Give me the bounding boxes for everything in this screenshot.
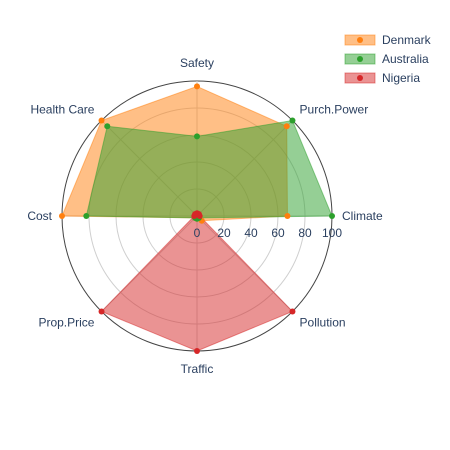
data-point-denmark[interactable] (284, 213, 290, 219)
axis-label: Climate (342, 209, 383, 223)
data-point-nigeria[interactable] (99, 308, 105, 314)
legend-item-nigeria[interactable]: Nigeria (345, 71, 420, 85)
legend-label: Australia (382, 52, 429, 66)
data-point-australia[interactable] (83, 213, 89, 219)
data-point-nigeria[interactable] (289, 308, 295, 314)
radial-tick-label: 20 (217, 226, 231, 240)
legend-label: Nigeria (382, 71, 420, 85)
data-point-nigeria[interactable] (194, 348, 200, 354)
series-area-australia[interactable] (86, 121, 332, 219)
axis-label: Safety (180, 56, 214, 70)
axis-label: Health Care (30, 102, 94, 116)
data-point-denmark[interactable] (99, 118, 105, 124)
legend[interactable]: Denmark Australia Nigeria (345, 33, 432, 85)
axis-label: Prop.Price (38, 316, 94, 330)
axis-label: Cost (27, 209, 52, 223)
radial-tick-label: 80 (298, 226, 312, 240)
data-point-denmark[interactable] (59, 213, 65, 219)
data-point-denmark[interactable] (284, 123, 290, 129)
data-point-australia[interactable] (194, 133, 200, 139)
axis-label: Pollution (300, 316, 346, 330)
data-point-australia[interactable] (104, 123, 110, 129)
legend-item-denmark[interactable]: Denmark (345, 33, 432, 47)
radial-tick-label: 60 (271, 226, 285, 240)
legend-item-australia[interactable]: Australia (345, 52, 429, 66)
radial-tick-label: 0 (194, 226, 201, 240)
axis-label: Purch.Power (300, 102, 369, 116)
legend-marker (357, 37, 363, 43)
axis-label: Traffic (181, 362, 214, 376)
data-point-australia[interactable] (329, 213, 335, 219)
legend-label: Denmark (382, 33, 432, 47)
data-point-nigeria[interactable] (192, 211, 198, 217)
data-point-denmark[interactable] (194, 83, 200, 89)
data-point-australia[interactable] (289, 118, 295, 124)
legend-marker (357, 75, 363, 81)
radial-tick-label: 100 (322, 226, 342, 240)
radial-tick-label: 40 (244, 226, 258, 240)
legend-marker (357, 56, 363, 62)
